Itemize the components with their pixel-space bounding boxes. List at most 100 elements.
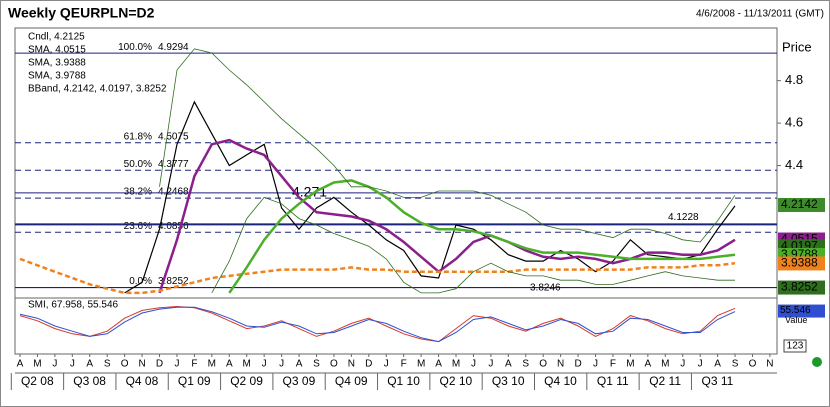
fib-pct: 38.2% (124, 187, 152, 198)
x-tick-label: D (574, 359, 581, 370)
quarter-label: Q2 08 (21, 374, 54, 388)
quarter-label: Q1 11 (597, 374, 629, 388)
price-tag-label: 3.8252 (781, 280, 818, 294)
price-tag (778, 256, 825, 271)
quarter-label: Q3 11 (702, 374, 734, 388)
x-tick-label: F (401, 359, 407, 370)
x-tick-label: A (296, 359, 303, 370)
x-tick-label: J (174, 359, 179, 370)
quarter-label: Q3 09 (283, 374, 316, 388)
quarter-label: Q2 09 (230, 374, 263, 388)
price-tag-label: 3.9388 (781, 256, 818, 270)
series-line (228, 179, 736, 294)
series-line (19, 257, 736, 295)
x-tick-label: J (279, 359, 284, 370)
level-label: 4.1228 (668, 212, 699, 223)
series-line (159, 48, 736, 243)
smi-frame (14, 297, 778, 355)
fib-value: 4.5075 (158, 131, 189, 142)
quarter-label: Q1 10 (387, 374, 420, 388)
quarter-label: Q2 11 (649, 374, 681, 388)
fib-pct: 50.0% (124, 159, 152, 170)
x-tick-label: M (243, 359, 251, 370)
x-tick-label: O (539, 359, 547, 370)
smi-legend: SMI, 67.958, 55.546 (28, 300, 119, 311)
fib-pct: 61.8% (124, 131, 152, 142)
fib-value: 4.0856 (158, 221, 189, 232)
x-tick-label: N (348, 359, 355, 370)
fib-pct: 100.0% (118, 42, 152, 53)
box (783, 339, 807, 353)
quarter-label: Q3 10 (492, 374, 525, 388)
quarter-label: Q4 08 (126, 374, 159, 388)
x-tick-label: M (33, 359, 41, 370)
smi-tag-caption: Value (785, 315, 807, 325)
x-tick-label: S (732, 359, 739, 370)
y-tick-label: 4.4 (785, 157, 803, 172)
x-tick-label: J (488, 359, 493, 370)
smi-line (19, 306, 736, 343)
x-tick-label: A (226, 359, 233, 370)
level-label: 3.8246 (530, 282, 561, 293)
x-tick-label: J (52, 359, 57, 370)
quarter-label: Q4 10 (544, 374, 577, 388)
legend-entry: SMA, 4.0515 (28, 45, 86, 56)
x-tick-label: M (417, 359, 425, 370)
price-tag-label: 4.2142 (781, 197, 818, 211)
quarter-label: Q4 09 (335, 374, 368, 388)
smi-tag-label: 55.546 (780, 305, 811, 316)
smi-tag (778, 304, 825, 318)
quarter-label: Q3 08 (73, 374, 106, 388)
date-range: 4/6/2008 - 11/13/2011 (GMT) (696, 9, 824, 20)
x-tick-label: N (766, 359, 773, 370)
fib-pct: 0.0% (129, 276, 152, 287)
chart-title: Weekly QEURPLN=D2 (8, 5, 155, 21)
x-tick-label: N (138, 359, 145, 370)
x-tick-label: M (626, 359, 634, 370)
x-tick-label: O (330, 359, 338, 370)
series-line (158, 138, 736, 294)
x-tick-label: D (365, 359, 372, 370)
status-dot (812, 357, 822, 367)
x-tick-label: J (593, 359, 598, 370)
legend-entry: BBand, 4.2142, 4.0197, 3.8252 (28, 84, 167, 95)
fib-value: 3.8252 (158, 276, 189, 287)
y-tick-label: 4.6 (785, 115, 803, 130)
price-tag (778, 280, 825, 295)
x-tick-label: A (17, 359, 24, 370)
x-tick-label: S (522, 359, 529, 370)
legend-entry: SMA, 3.9388 (28, 58, 86, 69)
legend-entry: SMA, 3.9788 (28, 71, 86, 82)
x-tick-label: J (471, 359, 476, 370)
quarter-label: Q1 09 (178, 374, 211, 388)
series-line (124, 100, 736, 294)
x-tick-label: M (661, 359, 669, 370)
x-tick-label: A (505, 359, 512, 370)
x-tick-label: A (645, 359, 652, 370)
x-tick-label: J (698, 359, 703, 370)
x-tick-label: A (86, 359, 93, 370)
smi-line (19, 305, 736, 343)
x-tick-label: S (313, 359, 320, 370)
x-tick-label: S (104, 359, 111, 370)
x-tick-label: A (714, 359, 721, 370)
y-tick-label: 4.8 (785, 72, 803, 87)
x-tick-label: N (557, 359, 564, 370)
y-axis-label: Price (782, 39, 812, 54)
x-tick-label: M (208, 359, 216, 370)
level-label: 4.271 (292, 184, 327, 200)
x-tick-label: F (191, 359, 197, 370)
x-tick-label: O (749, 359, 757, 370)
fib-pct: 23.6% (124, 221, 152, 232)
fib-value: 4.9294 (158, 42, 189, 53)
x-tick-label: F (610, 359, 616, 370)
x-tick-label: O (121, 359, 129, 370)
x-tick-label: A (435, 359, 442, 370)
fib-value: 4.3777 (158, 159, 189, 170)
x-tick-label: M (452, 359, 460, 370)
x-tick-label: D (156, 359, 163, 370)
x-tick-label: J (70, 359, 75, 370)
